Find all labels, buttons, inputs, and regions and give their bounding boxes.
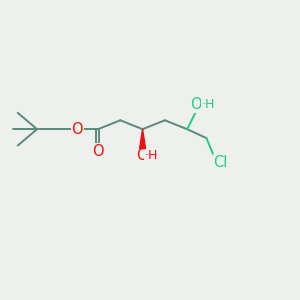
Text: O: O [71, 122, 83, 137]
Text: Cl: Cl [213, 155, 228, 170]
Text: ·H: ·H [145, 148, 158, 162]
Polygon shape [140, 129, 146, 148]
Text: O: O [136, 148, 148, 163]
Text: ·H: ·H [202, 98, 215, 111]
Text: O: O [190, 97, 202, 112]
Text: O: O [92, 144, 104, 159]
